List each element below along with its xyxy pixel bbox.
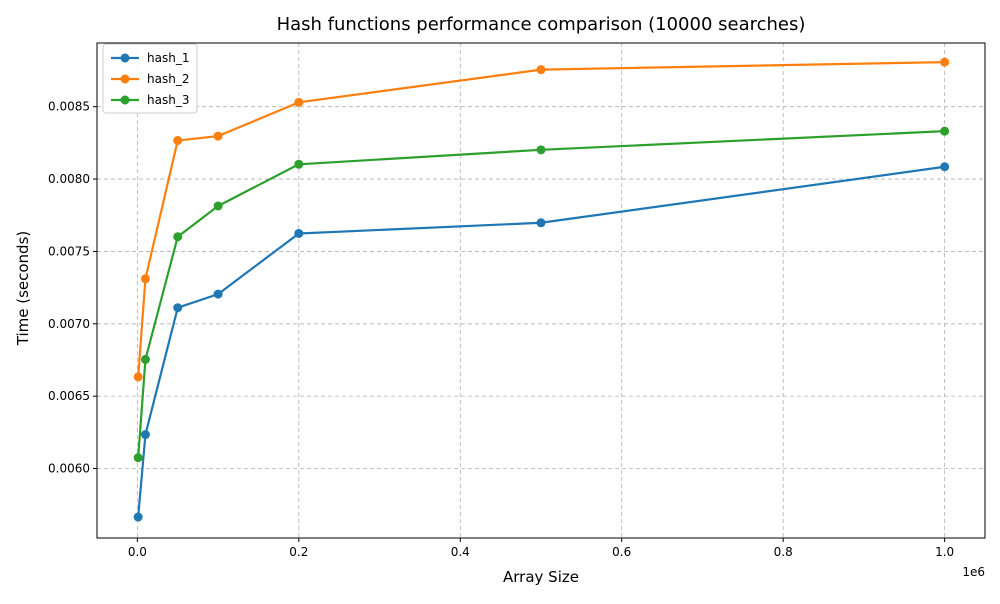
chart-title: Hash functions performance comparison (1… — [277, 14, 806, 35]
series-layer — [133, 57, 950, 522]
data-point-hash_3 — [294, 159, 304, 169]
y-axis-title: Time (seconds) — [14, 231, 32, 347]
data-point-hash_2 — [173, 136, 183, 146]
legend-item-hash_3: hash_3 — [111, 93, 189, 107]
series-hash_1 — [133, 162, 950, 522]
data-point-hash_3 — [173, 232, 183, 242]
data-point-hash_3 — [536, 145, 546, 155]
legend-label: hash_2 — [147, 72, 189, 86]
data-point-hash_3 — [213, 201, 223, 211]
x-axis-offset-label: 1e6 — [962, 565, 985, 579]
legend-item-hash_1: hash_1 — [111, 51, 189, 65]
x-tick-label: 0.0 — [128, 545, 147, 559]
data-point-hash_2 — [140, 274, 150, 284]
legend-marker — [120, 53, 130, 63]
data-point-hash_2 — [213, 131, 223, 141]
data-point-hash_1 — [133, 512, 143, 522]
data-point-hash_2 — [940, 57, 950, 67]
x-tick-label: 0.4 — [451, 545, 470, 559]
legend-marker — [120, 74, 130, 84]
y-tick-label: 0.0060 — [48, 462, 90, 476]
axis-ticks: 0.0 0.2 0.4 0.6 0.8 1.0 0.0060 0.0065 0.0070 0.00… — [48, 100, 954, 559]
plot-frame — [96, 42, 986, 539]
data-point-hash_2 — [536, 65, 546, 75]
data-point-hash_1 — [140, 430, 150, 440]
y-tick-label: 0.0070 — [48, 317, 90, 331]
legend-label: hash_3 — [147, 93, 189, 107]
legend-label: hash_1 — [147, 51, 189, 65]
x-tick-label: 0.6 — [612, 545, 631, 559]
data-point-hash_3 — [140, 354, 150, 364]
x-tick-label: 0.8 — [774, 545, 793, 559]
data-point-hash_1 — [294, 228, 304, 238]
data-point-hash_1 — [536, 218, 546, 228]
series-hash_3 — [133, 126, 950, 463]
series-hash_2 — [133, 57, 950, 382]
data-point-hash_2 — [133, 372, 143, 382]
data-point-hash_3 — [133, 453, 143, 463]
y-tick-label: 0.0080 — [48, 172, 90, 186]
y-tick-label: 0.0065 — [48, 389, 90, 403]
grid-lines — [97, 43, 985, 538]
data-point-hash_2 — [294, 97, 304, 107]
legend: hash_1 hash_2 hash_3 — [102, 43, 198, 114]
y-tick-label: 0.0075 — [48, 244, 90, 258]
legend-item-hash_2: hash_2 — [111, 72, 189, 86]
x-tick-label: 0.2 — [289, 545, 308, 559]
y-tick-label: 0.0085 — [48, 100, 90, 114]
data-point-hash_3 — [940, 126, 950, 136]
data-point-hash_1 — [213, 289, 223, 299]
data-point-hash_1 — [940, 162, 950, 172]
data-point-hash_1 — [173, 303, 183, 313]
x-axis-title: Array Size — [503, 568, 579, 586]
x-tick-label: 1.0 — [935, 545, 954, 559]
legend-marker — [120, 95, 130, 105]
